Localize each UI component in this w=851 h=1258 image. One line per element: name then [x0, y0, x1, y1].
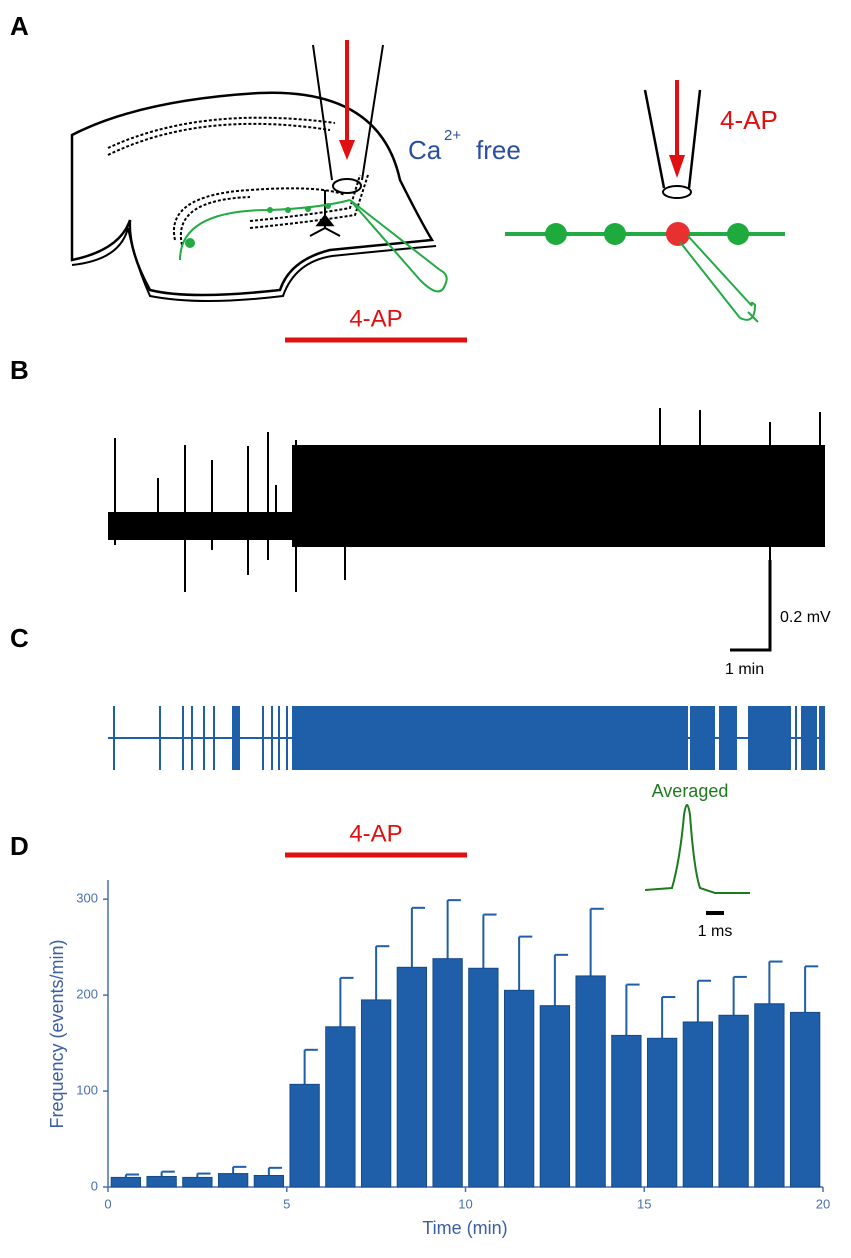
- bar: [146, 1175, 177, 1188]
- raster: [108, 706, 825, 770]
- bar: [718, 1014, 749, 1188]
- bar: [253, 1174, 285, 1188]
- bar: [396, 966, 428, 1188]
- arrow-head: [339, 140, 355, 160]
- text: 1 ms: [698, 923, 733, 940]
- y-tick-label: 300: [76, 891, 98, 906]
- text: free: [476, 135, 521, 165]
- text: Ca: [408, 135, 442, 165]
- y-tick-label: 200: [76, 987, 98, 1002]
- stimulated-dot: [666, 222, 690, 246]
- arrow-head: [669, 155, 685, 178]
- panel-label: D: [10, 831, 29, 861]
- pipette: [643, 89, 702, 189]
- bar: [682, 1021, 714, 1188]
- bar: [289, 1083, 320, 1188]
- bar: [646, 1037, 678, 1188]
- pipette-tip: [662, 185, 692, 199]
- bar: [110, 1176, 142, 1188]
- bar: [468, 967, 499, 1188]
- recording-pipette: [679, 235, 759, 323]
- y-axis-label: Frequency (events/min): [47, 939, 67, 1128]
- axon-dots: [545, 223, 749, 245]
- bar: [575, 975, 606, 1188]
- bar: [611, 1034, 642, 1188]
- text: Averaged: [652, 781, 729, 801]
- neuron-axon: [179, 199, 448, 293]
- x-tick-label: 10: [458, 1196, 472, 1211]
- text: 4-AP: [720, 105, 778, 135]
- slice-diagram: [70, 44, 437, 302]
- text: 0.2 mV: [780, 609, 831, 626]
- x-tick-label: 20: [816, 1196, 830, 1211]
- x-tick-label: 0: [104, 1196, 111, 1211]
- text: 2+: [444, 127, 461, 144]
- bar: [754, 1003, 785, 1188]
- bar: [503, 989, 535, 1188]
- bar: [539, 1005, 571, 1188]
- x-tick-label: 5: [283, 1196, 290, 1211]
- text: 1 min: [725, 661, 764, 678]
- y-tick-label: 100: [76, 1083, 98, 1098]
- annotation: 4-AP: [349, 820, 402, 847]
- axon-dots: [185, 203, 331, 248]
- trace: [108, 408, 825, 600]
- text: 4-AP: [349, 305, 402, 332]
- x-axis-label: Time (min): [422, 1218, 507, 1238]
- bar: [325, 1026, 356, 1188]
- bar: [360, 999, 392, 1188]
- bar: [432, 958, 463, 1188]
- x-tick-label: 15: [637, 1196, 651, 1211]
- panel-label: B: [10, 355, 29, 385]
- y-tick-label: 0: [91, 1178, 98, 1193]
- bar: [182, 1176, 213, 1188]
- waveform: [644, 804, 750, 894]
- panel-label: C: [10, 623, 29, 653]
- bar: [217, 1173, 249, 1188]
- bar: [789, 1011, 821, 1188]
- panel-label: A: [10, 11, 29, 41]
- scale-bar: [730, 560, 772, 652]
